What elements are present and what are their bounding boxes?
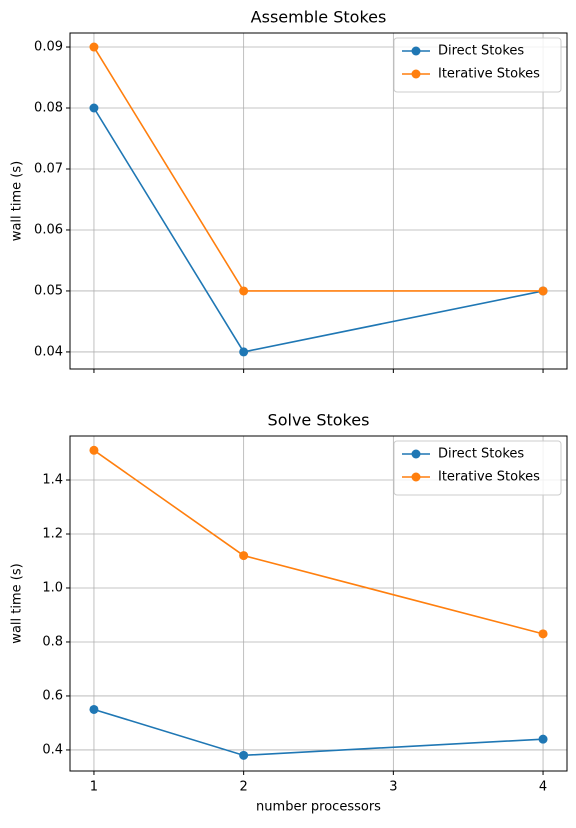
- data-point: [89, 704, 99, 714]
- data-point: [538, 629, 548, 639]
- y-tick-label: 1.4: [42, 473, 63, 488]
- plot-frame: [69, 32, 568, 370]
- data-point: [239, 347, 249, 357]
- y-tick-label: 0.05: [34, 283, 63, 298]
- y-tick-label: 0.4: [42, 742, 63, 757]
- legend-marker: [411, 472, 421, 482]
- data-point: [89, 103, 99, 113]
- chart-title: Solve Stokes: [268, 411, 370, 430]
- data-point: [239, 750, 249, 760]
- x-axis-label: number processors: [256, 800, 381, 815]
- y-tick-label: 0.04: [34, 344, 63, 359]
- legend-marker: [411, 449, 421, 459]
- x-tick-label: 4: [539, 780, 547, 795]
- data-point: [538, 286, 548, 296]
- y-axis-label: wall time (s): [10, 161, 25, 241]
- chart-title: Assemble Stokes: [251, 8, 387, 27]
- y-tick-label: 0.6: [42, 688, 63, 703]
- data-point: [538, 734, 548, 744]
- data-point: [89, 445, 99, 455]
- y-tick-label: 0.09: [34, 40, 63, 55]
- legend-marker: [411, 46, 421, 56]
- series-line: [93, 708, 544, 757]
- legend-label: Iterative Stokes: [438, 470, 540, 485]
- legend-box: [393, 37, 562, 93]
- y-tick-label: 0.8: [42, 634, 63, 649]
- x-tick-label: 1: [90, 780, 98, 795]
- y-tick-label: 1.2: [42, 526, 63, 541]
- data-point: [239, 286, 249, 296]
- y-tick-label: 1.0: [42, 580, 63, 595]
- y-tick-label: 0.06: [34, 222, 63, 237]
- y-axis-label: wall time (s): [10, 563, 25, 643]
- legend-marker: [411, 69, 421, 79]
- data-point: [89, 42, 99, 52]
- legend-label: Direct Stokes: [438, 447, 524, 462]
- x-tick-label: 3: [389, 780, 397, 795]
- y-tick-label: 0.07: [34, 161, 63, 176]
- plot-frame: [69, 435, 568, 772]
- data-point: [239, 551, 249, 561]
- x-tick-label: 2: [240, 780, 248, 795]
- legend-box: [393, 440, 562, 496]
- y-tick-label: 0.08: [34, 101, 63, 116]
- legend-label: Direct Stokes: [438, 44, 524, 59]
- legend-label: Iterative Stokes: [438, 67, 540, 82]
